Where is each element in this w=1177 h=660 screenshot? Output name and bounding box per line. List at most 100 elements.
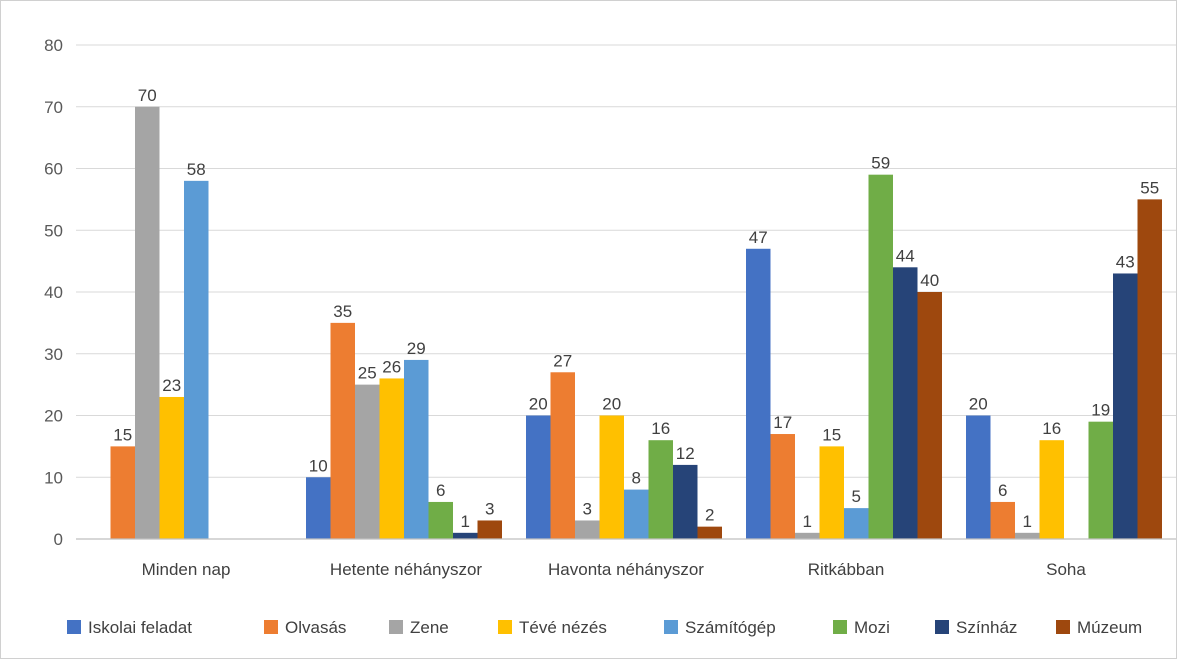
data-label: 2 <box>705 506 714 525</box>
data-label: 20 <box>602 395 621 414</box>
bar <box>893 267 918 539</box>
bar <box>868 174 893 540</box>
data-label: 47 <box>749 228 768 247</box>
bar <box>990 501 1015 539</box>
data-label: 20 <box>529 395 548 414</box>
data-label: 3 <box>485 499 494 518</box>
bar <box>819 446 844 539</box>
y-tick-label: 80 <box>44 36 63 55</box>
bar <box>624 489 649 539</box>
data-label: 59 <box>871 154 890 173</box>
data-label: 40 <box>920 271 939 290</box>
bar <box>697 526 722 539</box>
legend-swatch <box>498 620 512 634</box>
gridlines <box>76 44 1176 478</box>
bar <box>1088 421 1113 539</box>
bar <box>330 322 355 539</box>
y-tick-label: 60 <box>44 160 63 179</box>
data-label: 26 <box>382 357 401 376</box>
bar <box>453 532 478 539</box>
data-label: 16 <box>651 419 670 438</box>
data-label: 70 <box>138 86 157 105</box>
category-label: Minden nap <box>142 560 231 579</box>
bar <box>648 440 673 539</box>
bar <box>770 434 795 539</box>
legend-swatch <box>833 620 847 634</box>
y-tick-label: 70 <box>44 98 63 117</box>
bar <box>673 464 698 539</box>
bar <box>844 508 869 539</box>
bar <box>1015 532 1040 539</box>
bar <box>917 292 942 539</box>
bar <box>599 415 624 539</box>
y-tick-label: 50 <box>44 221 63 240</box>
bar <box>1113 273 1138 539</box>
bar <box>159 396 184 539</box>
bar <box>550 372 575 539</box>
bar <box>966 415 991 539</box>
legend-label: Múzeum <box>1077 618 1142 637</box>
data-label: 44 <box>896 246 915 265</box>
category-labels: Minden nap Hetente néhányszor Havonta néhá… <box>142 560 1087 579</box>
bar <box>184 180 209 539</box>
legend-label: Színház <box>956 618 1017 637</box>
data-label: 25 <box>358 364 377 383</box>
bar <box>526 415 551 539</box>
y-tick-label: 20 <box>44 407 63 426</box>
legend-label: Olvasás <box>285 618 346 637</box>
legend-label: Tévé nézés <box>519 618 607 637</box>
bar <box>404 359 429 539</box>
category-label: Ritkábban <box>808 560 885 579</box>
data-label: 15 <box>822 425 841 444</box>
bar <box>355 384 380 539</box>
data-label: 1 <box>803 512 812 531</box>
bar <box>746 248 771 539</box>
data-label: 5 <box>852 487 861 506</box>
legend-swatch <box>1056 620 1070 634</box>
data-label: 6 <box>998 481 1007 500</box>
data-label: 19 <box>1091 401 1110 420</box>
data-label: 12 <box>676 444 695 463</box>
data-label: 15 <box>113 425 132 444</box>
category-label: Havonta néhányszor <box>548 560 704 579</box>
y-tick-label: 10 <box>44 468 63 487</box>
data-label: 8 <box>632 469 641 488</box>
legend-swatch <box>389 620 403 634</box>
data-label: 20 <box>969 395 988 414</box>
bar <box>795 532 820 539</box>
legend-label: Iskolai feladat <box>88 618 192 637</box>
legend-swatch <box>264 620 278 634</box>
y-tick-label: 0 <box>54 530 63 549</box>
legend-swatch <box>935 620 949 634</box>
legend: Iskolai feladat Olvasás Zene Tévé nézés Szám… <box>67 618 1142 637</box>
data-label: 1 <box>461 512 470 531</box>
data-label: 58 <box>187 160 206 179</box>
data-label: 43 <box>1116 252 1135 271</box>
data-label: 35 <box>333 302 352 321</box>
data-label: 3 <box>583 499 592 518</box>
bar <box>110 446 135 539</box>
data-label: 1 <box>1023 512 1032 531</box>
y-tick-label: 30 <box>44 345 63 364</box>
bar <box>1137 199 1162 539</box>
bar <box>477 520 502 539</box>
legend-label: Számítógép <box>685 618 776 637</box>
bar <box>306 477 331 539</box>
data-label: 6 <box>436 481 445 500</box>
category-label: Hetente néhányszor <box>330 560 482 579</box>
legend-swatch <box>67 620 81 634</box>
y-tick-label: 40 <box>44 283 63 302</box>
data-label: 10 <box>309 456 328 475</box>
data-label: 27 <box>553 351 572 370</box>
data-label: 29 <box>407 339 426 358</box>
category-label: Soha <box>1046 560 1086 579</box>
bar <box>575 520 600 539</box>
legend-swatch <box>664 620 678 634</box>
y-axis-ticks: 0 10 20 30 40 50 60 70 80 <box>44 36 63 549</box>
data-label: 55 <box>1140 178 1159 197</box>
bar <box>379 378 404 539</box>
legend-label: Mozi <box>854 618 890 637</box>
